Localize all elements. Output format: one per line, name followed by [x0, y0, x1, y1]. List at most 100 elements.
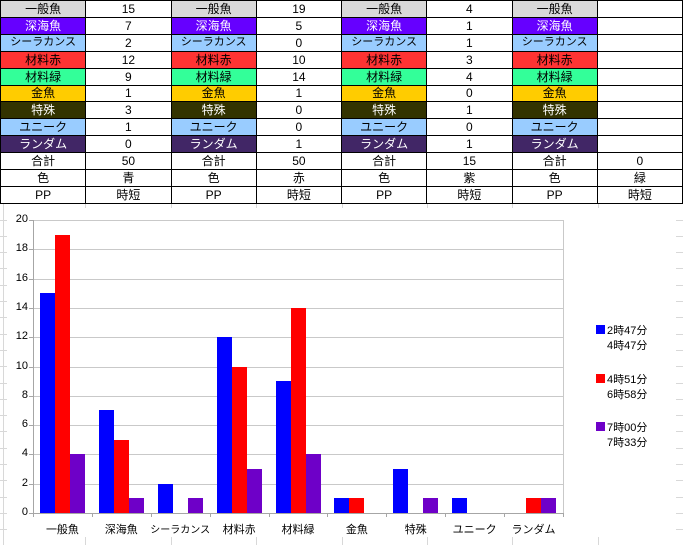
row-label-cell[interactable]: 材料緑	[170, 67, 257, 86]
row-label-cell[interactable]: 深海魚	[170, 16, 257, 35]
value-cell[interactable]	[596, 16, 683, 35]
row-label-cell[interactable]: ランダム	[511, 135, 598, 154]
bar-7時00分-深海魚[interactable]	[128, 498, 144, 513]
value-cell[interactable]: 50	[85, 152, 172, 171]
value-cell[interactable]: 青	[85, 169, 172, 187]
value-cell[interactable]: 0	[426, 118, 513, 137]
row-label-cell[interactable]: 材料緑	[0, 67, 87, 86]
bar-4時51分-一般魚[interactable]	[54, 234, 70, 513]
legend-entry[interactable]: 2時47分 4時47分	[596, 322, 682, 354]
legend-entry[interactable]: 7時00分 7時33分	[596, 419, 682, 451]
bar-7時00分-一般魚[interactable]	[69, 454, 85, 513]
bar-7時00分-材料赤[interactable]	[246, 469, 262, 513]
row-label-cell[interactable]: 金魚	[511, 84, 598, 103]
row-label-cell[interactable]: シーラカンス	[340, 33, 428, 52]
value-cell[interactable]: 緑	[596, 169, 683, 187]
row-label-cell[interactable]: 一般魚	[340, 0, 428, 18]
row-label-cell[interactable]: ユニーク	[170, 118, 257, 137]
value-cell[interactable]	[596, 50, 683, 69]
row-label-cell[interactable]: 特殊	[170, 101, 257, 120]
row-label-cell[interactable]: 材料緑	[511, 67, 598, 86]
row-label-cell[interactable]: 深海魚	[511, 16, 598, 35]
value-cell[interactable]: 4	[426, 67, 513, 86]
value-cell[interactable]: 2	[85, 33, 172, 52]
row-label-cell[interactable]: 材料赤	[340, 50, 428, 69]
row-label-cell[interactable]: 金魚	[340, 84, 428, 103]
value-cell[interactable]	[596, 67, 683, 86]
value-cell[interactable]: 時短	[596, 185, 683, 205]
row-label-cell[interactable]: 合計	[170, 152, 257, 171]
value-cell[interactable]: 15	[85, 0, 172, 18]
row-label-cell[interactable]: ユニーク	[340, 118, 428, 137]
bar-4時51分-材料緑[interactable]	[290, 307, 306, 513]
row-label-cell[interactable]: 材料赤	[0, 50, 87, 69]
value-cell[interactable]: 1	[426, 33, 513, 52]
row-label-cell[interactable]: PP	[340, 185, 428, 205]
bar-2時47分-深海魚[interactable]	[98, 410, 114, 513]
value-cell[interactable]	[596, 0, 683, 18]
bar-2時47分-ユニーク[interactable]	[452, 498, 468, 513]
value-cell[interactable]: 0	[255, 101, 343, 120]
row-label-cell[interactable]: 色	[340, 169, 428, 187]
bar-2時47分-特殊[interactable]	[393, 469, 409, 513]
value-cell[interactable]	[596, 118, 683, 137]
value-cell[interactable]	[596, 101, 683, 120]
value-cell[interactable]: 時短	[426, 185, 513, 205]
bar-2時47分-材料赤[interactable]	[216, 337, 232, 513]
row-label-cell[interactable]: PP	[170, 185, 257, 205]
value-cell[interactable]	[596, 135, 683, 154]
value-cell[interactable]: 1	[426, 16, 513, 35]
value-cell[interactable]: 1	[426, 101, 513, 120]
value-cell[interactable]: 1	[426, 135, 513, 154]
bar-4時51分-材料赤[interactable]	[231, 366, 247, 513]
value-cell[interactable]: 紫	[426, 169, 513, 187]
row-label-cell[interactable]: 一般魚	[0, 0, 87, 18]
row-label-cell[interactable]: 金魚	[170, 84, 257, 103]
bar-4時51分-深海魚[interactable]	[113, 439, 129, 513]
value-cell[interactable]	[596, 33, 683, 52]
row-label-cell[interactable]: PP	[511, 185, 598, 205]
value-cell[interactable]: 0	[426, 84, 513, 103]
row-label-cell[interactable]: PP	[0, 185, 87, 205]
bar-2時47分-一般魚[interactable]	[39, 293, 55, 513]
bar-2時47分-材料緑[interactable]	[275, 381, 291, 513]
value-cell[interactable]: 3	[85, 101, 172, 120]
value-cell[interactable]: 時短	[85, 185, 172, 205]
value-cell[interactable]: 50	[255, 152, 343, 171]
row-label-cell[interactable]: 一般魚	[511, 0, 598, 18]
legend-entry[interactable]: 4時51分 6時58分	[596, 371, 682, 403]
row-label-cell[interactable]: 合計	[340, 152, 428, 171]
row-label-cell[interactable]: 材料緑	[340, 67, 428, 86]
value-cell[interactable]: 4	[426, 0, 513, 18]
row-label-cell[interactable]: シーラカンス	[0, 33, 87, 52]
bar-4時51分-金魚[interactable]	[349, 498, 365, 513]
row-label-cell[interactable]: ユニーク	[511, 118, 598, 137]
value-cell[interactable]: 9	[85, 67, 172, 86]
value-cell[interactable]: 1	[255, 84, 343, 103]
bar-4時51分-ランダム[interactable]	[526, 498, 542, 513]
value-cell[interactable]: 0	[85, 135, 172, 154]
value-cell[interactable]: 3	[426, 50, 513, 69]
row-label-cell[interactable]: 特殊	[0, 101, 87, 120]
value-cell[interactable]: 1	[255, 135, 343, 154]
row-label-cell[interactable]: 合計	[0, 152, 87, 171]
value-cell[interactable]: 12	[85, 50, 172, 69]
value-cell[interactable]: 19	[255, 0, 343, 18]
row-label-cell[interactable]: 合計	[511, 152, 598, 171]
value-cell[interactable]	[596, 84, 683, 103]
bar-2時47分-シーラカンス[interactable]	[157, 483, 173, 513]
row-label-cell[interactable]: シーラカンス	[170, 33, 257, 52]
value-cell[interactable]: 14	[255, 67, 343, 86]
row-label-cell[interactable]: 色	[511, 169, 598, 187]
bar-7時00分-シーラカンス[interactable]	[187, 498, 203, 513]
row-label-cell[interactable]: 特殊	[511, 101, 598, 120]
value-cell[interactable]: 1	[85, 118, 172, 137]
bar-7時00分-特殊[interactable]	[423, 498, 439, 513]
value-cell[interactable]: 5	[255, 16, 343, 35]
value-cell[interactable]: 0	[596, 152, 683, 171]
row-label-cell[interactable]: 色	[170, 169, 257, 187]
row-label-cell[interactable]: 材料赤	[511, 50, 598, 69]
value-cell[interactable]: 赤	[255, 169, 343, 187]
row-label-cell[interactable]: ランダム	[170, 135, 257, 154]
value-cell[interactable]: 15	[426, 152, 513, 171]
